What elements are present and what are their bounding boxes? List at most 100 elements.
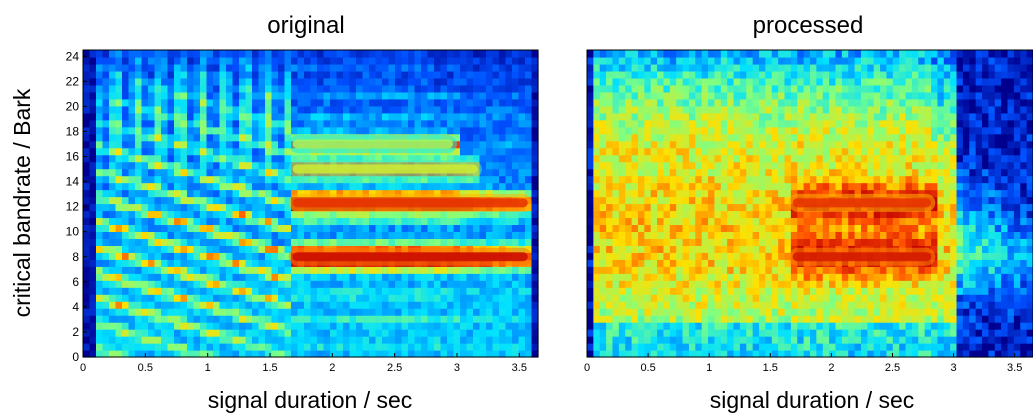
heatmap-cell bbox=[525, 231, 533, 239]
heatmap-cell bbox=[816, 322, 824, 330]
heatmap-cell bbox=[657, 50, 665, 58]
heatmap-cell bbox=[271, 50, 279, 58]
heatmap-cell bbox=[854, 308, 862, 316]
heatmap-cell bbox=[701, 140, 709, 149]
heatmap-cell bbox=[330, 266, 338, 274]
heatmap-cell bbox=[637, 217, 645, 226]
heatmap-cell bbox=[625, 140, 633, 149]
heatmap-cell bbox=[657, 189, 665, 198]
heatmap-cell bbox=[765, 50, 773, 58]
heatmap-cell bbox=[518, 329, 526, 337]
heatmap-cell bbox=[525, 266, 533, 274]
heatmap-cell bbox=[829, 105, 837, 114]
heatmap-cell bbox=[200, 140, 208, 149]
heatmap-cell bbox=[657, 245, 665, 253]
heatmap-cell bbox=[187, 301, 195, 309]
heatmap-cell bbox=[304, 238, 312, 246]
heatmap-cell bbox=[486, 308, 494, 316]
heatmap-cell bbox=[499, 175, 507, 184]
heatmap-cell bbox=[695, 70, 703, 79]
heatmap-cell bbox=[336, 77, 344, 86]
heatmap-cell bbox=[708, 259, 716, 267]
heatmap-cell bbox=[102, 105, 110, 114]
heatmap-cell bbox=[414, 294, 422, 302]
heatmap-cell bbox=[618, 287, 626, 295]
heatmap-cell bbox=[466, 217, 474, 226]
heatmap-cell bbox=[219, 77, 227, 86]
heatmap-cell bbox=[434, 322, 442, 330]
heatmap-cell bbox=[83, 189, 91, 198]
heatmap-cell bbox=[154, 231, 162, 239]
heatmap-cell bbox=[688, 196, 696, 205]
heatmap-cell bbox=[141, 196, 149, 205]
heatmap-cell bbox=[297, 343, 305, 351]
heatmap-cell bbox=[382, 343, 390, 351]
heatmap-cell bbox=[304, 119, 312, 128]
heatmap-cell bbox=[473, 329, 481, 337]
heatmap-cell bbox=[219, 119, 227, 128]
heatmap-cell bbox=[466, 70, 474, 79]
heatmap-cell bbox=[708, 343, 716, 351]
heatmap-cell bbox=[720, 301, 728, 309]
heatmap-cell bbox=[676, 98, 684, 107]
heatmap-cell bbox=[343, 210, 351, 219]
heatmap-cell bbox=[593, 231, 601, 239]
heatmap-cell bbox=[676, 196, 684, 205]
heatmap-cell bbox=[778, 133, 786, 142]
heatmap-cell bbox=[154, 161, 162, 170]
heatmap-cell bbox=[258, 175, 266, 184]
heatmap-cell bbox=[479, 273, 487, 281]
heatmap-cell bbox=[304, 154, 312, 163]
heatmap-cell bbox=[810, 224, 817, 233]
y-tick-label: 20 bbox=[66, 99, 80, 113]
heatmap-cell bbox=[323, 50, 331, 58]
heatmap-cell bbox=[599, 350, 607, 358]
heatmap-cell bbox=[663, 336, 671, 344]
heatmap-cell bbox=[733, 280, 741, 288]
heatmap-cell bbox=[427, 56, 435, 65]
heatmap-cell bbox=[593, 252, 601, 260]
heatmap-cell bbox=[271, 280, 279, 288]
heatmap-cell bbox=[284, 50, 292, 58]
heatmap-cell bbox=[714, 350, 722, 358]
heatmap-cell bbox=[317, 266, 325, 274]
heatmap-cell bbox=[657, 182, 665, 191]
heatmap-cell bbox=[835, 287, 843, 295]
heatmap-cell bbox=[486, 189, 494, 198]
heatmap-cell bbox=[369, 154, 377, 163]
heatmap-cell bbox=[587, 315, 594, 323]
heatmap-cell bbox=[226, 287, 234, 295]
heatmap-cell bbox=[637, 273, 645, 281]
heatmap-cell bbox=[822, 154, 830, 163]
heatmap-cell bbox=[401, 126, 409, 135]
heatmap-cell bbox=[518, 70, 526, 79]
heatmap-cell bbox=[720, 63, 728, 72]
heatmap-cell bbox=[245, 119, 253, 128]
heatmap-cell bbox=[644, 231, 652, 239]
y-tick-label: 4 bbox=[72, 300, 79, 314]
heatmap-cell bbox=[835, 308, 843, 316]
heatmap-cell bbox=[797, 343, 805, 351]
heatmap-cell bbox=[187, 175, 195, 184]
heatmap-cell bbox=[232, 245, 240, 253]
heatmap-cell bbox=[83, 105, 91, 114]
heatmap-cell bbox=[797, 231, 805, 239]
heatmap-cell bbox=[682, 266, 690, 274]
heatmap-cell bbox=[810, 266, 817, 274]
heatmap-cell bbox=[733, 119, 741, 128]
heatmap-cell bbox=[310, 238, 318, 246]
heatmap-cell bbox=[128, 126, 136, 135]
heatmap-cell bbox=[434, 231, 442, 239]
heatmap-cell bbox=[213, 308, 221, 316]
heatmap-cell bbox=[606, 196, 614, 205]
heatmap-cell bbox=[746, 84, 754, 93]
heatmap-cell bbox=[206, 217, 214, 226]
heatmap-cell bbox=[466, 182, 474, 191]
heatmap-cell bbox=[232, 112, 240, 121]
heatmap-cell bbox=[193, 175, 201, 184]
heatmap-cell bbox=[434, 350, 442, 358]
heatmap-cell bbox=[752, 154, 760, 163]
heatmap-cell bbox=[408, 70, 416, 79]
heatmap-cell bbox=[765, 280, 773, 288]
heatmap-cell bbox=[154, 182, 162, 191]
